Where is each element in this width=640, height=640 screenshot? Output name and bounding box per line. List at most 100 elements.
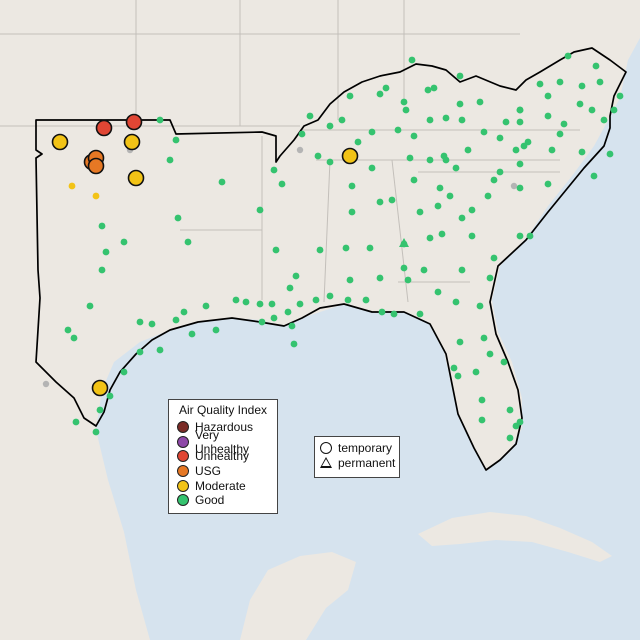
good-monitor-marker[interactable] xyxy=(326,292,334,300)
good-monitor-marker[interactable] xyxy=(410,176,418,184)
good-monitor-marker[interactable] xyxy=(184,238,192,246)
good-monitor-marker[interactable] xyxy=(500,358,508,366)
good-monitor-marker[interactable] xyxy=(218,178,226,186)
good-monitor-marker[interactable] xyxy=(270,166,278,174)
good-monitor-marker[interactable] xyxy=(560,120,568,128)
good-monitor-marker[interactable] xyxy=(490,176,498,184)
good-monitor-marker[interactable] xyxy=(202,302,210,310)
inactive-monitor-marker[interactable] xyxy=(510,182,518,190)
inactive-monitor-marker[interactable] xyxy=(296,146,304,154)
good-monitor-marker[interactable] xyxy=(434,288,442,296)
good-monitor-marker[interactable] xyxy=(174,214,182,222)
good-monitor-marker[interactable] xyxy=(72,418,80,426)
good-monitor-marker[interactable] xyxy=(64,326,72,334)
good-monitor-marker[interactable] xyxy=(472,368,480,376)
good-monitor-marker[interactable] xyxy=(368,164,376,172)
good-monitor-marker[interactable] xyxy=(468,206,476,214)
good-monitor-marker[interactable] xyxy=(506,434,514,442)
good-monitor-marker[interactable] xyxy=(450,364,458,372)
good-monitor-marker[interactable] xyxy=(502,118,510,126)
good-monitor-marker[interactable] xyxy=(426,116,434,124)
good-monitor-marker[interactable] xyxy=(478,396,486,404)
moderate-monitor-marker[interactable] xyxy=(341,147,359,165)
good-monitor-marker[interactable] xyxy=(344,296,352,304)
good-monitor-marker[interactable] xyxy=(256,300,264,308)
good-monitor-marker[interactable] xyxy=(606,150,614,158)
good-monitor-marker[interactable] xyxy=(436,184,444,192)
good-monitor-marker[interactable] xyxy=(454,372,462,380)
good-monitor-marker[interactable] xyxy=(354,138,362,146)
good-monitor-marker[interactable] xyxy=(416,208,424,216)
good-monitor-marker[interactable] xyxy=(98,266,106,274)
good-monitor-marker[interactable] xyxy=(362,296,370,304)
inactive-monitor-marker[interactable] xyxy=(42,380,50,388)
good-monitor-marker[interactable] xyxy=(596,78,604,86)
good-monitor-marker[interactable] xyxy=(456,100,464,108)
good-monitor-marker[interactable] xyxy=(188,330,196,338)
good-monitor-marker[interactable] xyxy=(346,92,354,100)
good-monitor-marker[interactable] xyxy=(278,180,286,188)
good-monitor-marker[interactable] xyxy=(458,266,466,274)
usg-monitor-marker[interactable] xyxy=(87,157,105,175)
good-monitor-marker[interactable] xyxy=(442,156,450,164)
good-monitor-marker[interactable] xyxy=(516,160,524,168)
good-monitor-marker[interactable] xyxy=(388,196,396,204)
good-monitor-marker[interactable] xyxy=(402,106,410,114)
good-monitor-marker[interactable] xyxy=(346,276,354,284)
good-monitor-marker[interactable] xyxy=(556,78,564,86)
good-monitor-marker[interactable] xyxy=(242,298,250,306)
good-monitor-marker[interactable] xyxy=(578,148,586,156)
good-monitor-marker[interactable] xyxy=(272,246,280,254)
good-monitor-marker[interactable] xyxy=(348,182,356,190)
good-permanent-monitor-marker[interactable] xyxy=(399,238,409,247)
good-monitor-marker[interactable] xyxy=(588,106,596,114)
good-monitor-marker[interactable] xyxy=(434,202,442,210)
good-monitor-marker[interactable] xyxy=(516,118,524,126)
good-monitor-marker[interactable] xyxy=(288,322,296,330)
good-monitor-marker[interactable] xyxy=(516,418,524,426)
good-monitor-marker[interactable] xyxy=(512,146,520,154)
good-monitor-marker[interactable] xyxy=(520,142,528,150)
good-monitor-marker[interactable] xyxy=(256,206,264,214)
good-monitor-marker[interactable] xyxy=(342,244,350,252)
good-monitor-marker[interactable] xyxy=(592,62,600,70)
good-monitor-marker[interactable] xyxy=(590,172,598,180)
good-monitor-marker[interactable] xyxy=(458,116,466,124)
good-monitor-marker[interactable] xyxy=(548,146,556,154)
good-monitor-marker[interactable] xyxy=(284,308,292,316)
good-monitor-marker[interactable] xyxy=(516,232,524,240)
good-monitor-marker[interactable] xyxy=(86,302,94,310)
good-monitor-marker[interactable] xyxy=(232,296,240,304)
good-monitor-marker[interactable] xyxy=(292,272,300,280)
good-monitor-marker[interactable] xyxy=(456,72,464,80)
good-monitor-marker[interactable] xyxy=(616,92,624,100)
good-monitor-marker[interactable] xyxy=(416,310,424,318)
good-monitor-marker[interactable] xyxy=(452,298,460,306)
good-monitor-marker[interactable] xyxy=(610,106,618,114)
good-monitor-marker[interactable] xyxy=(376,198,384,206)
good-monitor-marker[interactable] xyxy=(148,320,156,328)
good-monitor-marker[interactable] xyxy=(456,338,464,346)
good-monitor-marker[interactable] xyxy=(314,152,322,160)
good-monitor-marker[interactable] xyxy=(306,112,314,120)
good-monitor-marker[interactable] xyxy=(290,340,298,348)
good-monitor-marker[interactable] xyxy=(480,128,488,136)
unhealthy-monitor-marker[interactable] xyxy=(125,113,143,131)
good-monitor-marker[interactable] xyxy=(368,128,376,136)
good-monitor-marker[interactable] xyxy=(526,232,534,240)
good-monitor-marker[interactable] xyxy=(600,116,608,124)
moderate-monitor-marker[interactable] xyxy=(92,192,100,200)
good-monitor-marker[interactable] xyxy=(270,314,278,322)
good-monitor-marker[interactable] xyxy=(390,310,398,318)
good-monitor-marker[interactable] xyxy=(478,416,486,424)
good-monitor-marker[interactable] xyxy=(480,334,488,342)
good-monitor-marker[interactable] xyxy=(556,130,564,138)
good-monitor-marker[interactable] xyxy=(410,132,418,140)
good-monitor-marker[interactable] xyxy=(106,392,114,400)
good-monitor-marker[interactable] xyxy=(430,84,438,92)
good-monitor-marker[interactable] xyxy=(452,164,460,172)
good-monitor-marker[interactable] xyxy=(486,274,494,282)
good-monitor-marker[interactable] xyxy=(102,248,110,256)
good-monitor-marker[interactable] xyxy=(338,116,346,124)
good-monitor-marker[interactable] xyxy=(420,266,428,274)
